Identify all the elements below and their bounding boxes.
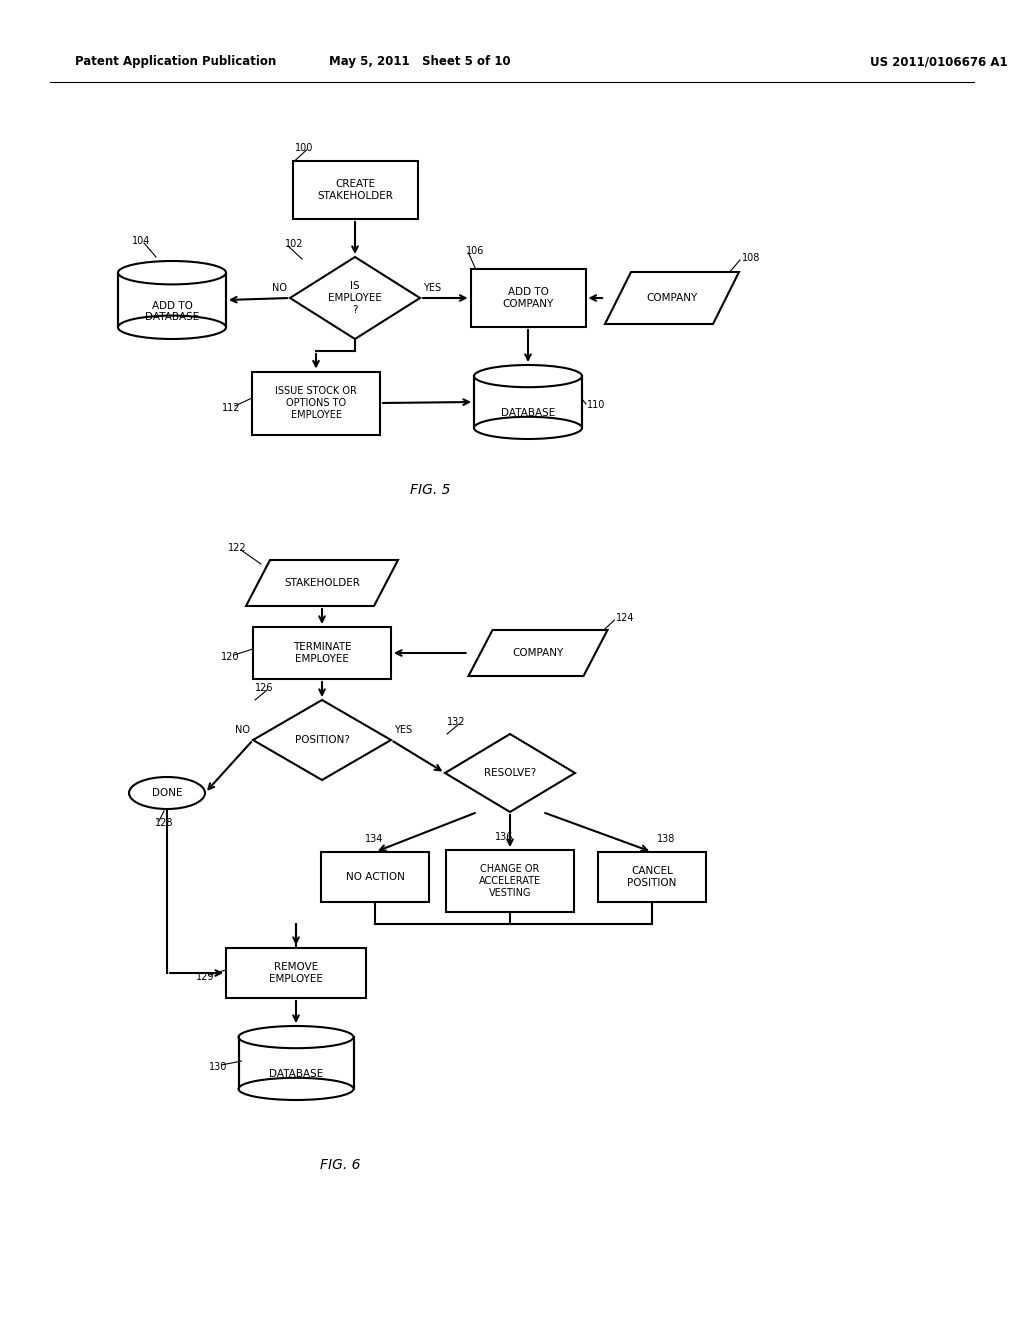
Text: NO: NO [272,282,287,293]
Text: POSITION?: POSITION? [295,735,349,744]
Text: 124: 124 [615,612,634,623]
Text: CHANGE OR
ACCELERATE
VESTING: CHANGE OR ACCELERATE VESTING [479,865,541,898]
Text: COMPANY: COMPANY [646,293,697,304]
Text: TERMINATE
EMPLOYEE: TERMINATE EMPLOYEE [293,643,351,664]
Text: ADD TO
DATABASE: ADD TO DATABASE [144,301,199,322]
Text: STAKEHOLDER: STAKEHOLDER [284,578,360,587]
Text: 122: 122 [228,543,247,553]
Text: REMOVE
EMPLOYEE: REMOVE EMPLOYEE [269,962,323,983]
Text: NO ACTION: NO ACTION [345,873,404,882]
FancyBboxPatch shape [118,273,226,327]
Text: 100: 100 [295,143,313,153]
Text: 102: 102 [285,239,303,249]
Ellipse shape [118,261,226,284]
Ellipse shape [118,315,226,339]
FancyBboxPatch shape [446,850,574,912]
Text: YES: YES [394,725,412,735]
Text: YES: YES [423,282,441,293]
Ellipse shape [474,417,582,440]
Text: 136: 136 [495,832,513,842]
Text: NO: NO [234,725,250,735]
Text: RESOLVE?: RESOLVE? [484,768,537,777]
FancyBboxPatch shape [321,851,429,902]
Ellipse shape [239,1078,353,1100]
Text: 110: 110 [587,400,605,411]
Polygon shape [246,560,398,606]
FancyBboxPatch shape [293,161,418,219]
Text: 108: 108 [742,253,761,263]
FancyBboxPatch shape [239,1038,353,1089]
Text: 126: 126 [255,682,273,693]
Text: 106: 106 [466,246,484,256]
Text: 128: 128 [155,818,173,828]
Text: DATABASE: DATABASE [269,1069,324,1078]
Text: 129: 129 [196,972,214,982]
Polygon shape [290,257,420,339]
Text: 138: 138 [657,834,676,843]
Polygon shape [445,734,575,812]
Text: 130: 130 [209,1063,227,1072]
Text: 132: 132 [447,717,466,727]
Polygon shape [253,700,391,780]
Text: FIG. 6: FIG. 6 [319,1158,360,1172]
Text: FIG. 5: FIG. 5 [410,483,451,498]
Text: ADD TO
COMPANY: ADD TO COMPANY [503,288,554,309]
Text: 134: 134 [365,834,383,843]
FancyBboxPatch shape [474,376,582,428]
Text: 104: 104 [132,236,151,246]
Text: COMPANY: COMPANY [512,648,563,657]
Text: Patent Application Publication: Patent Application Publication [75,55,276,69]
FancyBboxPatch shape [598,851,706,902]
FancyBboxPatch shape [470,269,586,327]
Text: DATABASE: DATABASE [501,408,555,418]
Polygon shape [469,630,607,676]
Text: DONE: DONE [152,788,182,799]
Text: 120: 120 [221,652,240,663]
FancyBboxPatch shape [253,627,391,678]
Text: 112: 112 [222,403,241,413]
FancyBboxPatch shape [252,371,380,434]
Text: IS
EMPLOYEE
?: IS EMPLOYEE ? [328,281,382,314]
Ellipse shape [129,777,205,809]
Text: ISSUE STOCK OR
OPTIONS TO
EMPLOYEE: ISSUE STOCK OR OPTIONS TO EMPLOYEE [275,387,357,420]
Ellipse shape [474,366,582,387]
Text: May 5, 2011   Sheet 5 of 10: May 5, 2011 Sheet 5 of 10 [329,55,511,69]
Text: CREATE
STAKEHOLDER: CREATE STAKEHOLDER [317,180,393,201]
Ellipse shape [239,1026,353,1048]
Polygon shape [605,272,739,323]
FancyBboxPatch shape [226,948,366,998]
Text: CANCEL
POSITION: CANCEL POSITION [628,866,677,888]
Text: US 2011/0106676 A1: US 2011/0106676 A1 [870,55,1008,69]
